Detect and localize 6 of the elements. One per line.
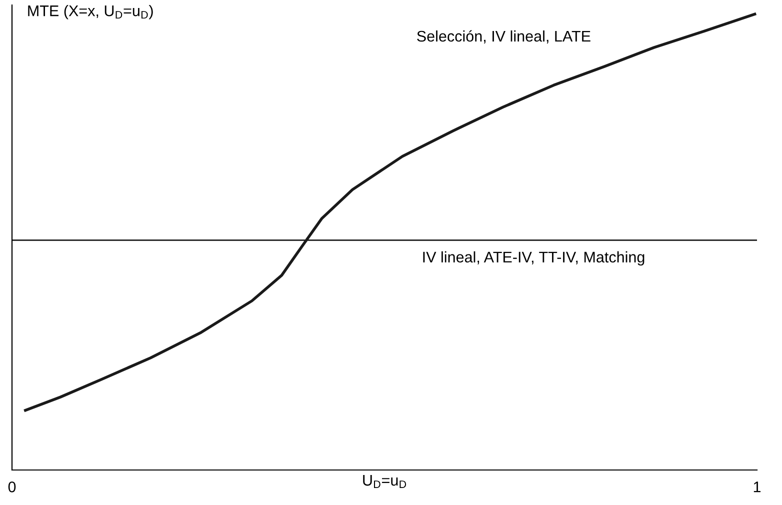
x-tick-label: 1	[754, 482, 761, 492]
x-tick-label: 0	[8, 482, 16, 492]
x-axis-title: U$_{D}$=u$_{D}$	[363, 475, 406, 488]
annotation: IV lineal, ATE-IV, TT-IV, Matching	[423, 251, 644, 266]
y-axis-title: MTE (X=x, U$_{D}$=u$_{D}$)	[28, 5, 153, 20]
annotation: Selección, IV lineal, LATE	[417, 30, 590, 44]
